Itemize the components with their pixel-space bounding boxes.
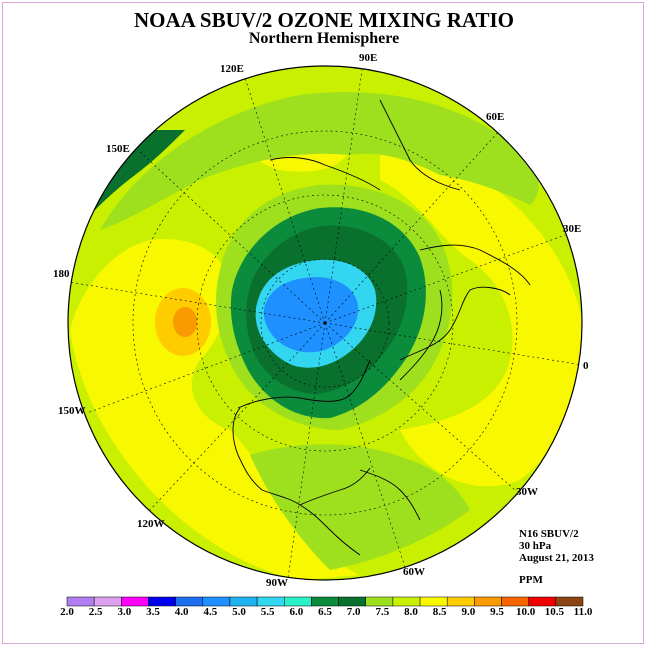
colorbar-swatch (121, 596, 149, 607)
colorbar-swatch (528, 596, 557, 607)
lon-label-60w: 60W (403, 566, 425, 578)
colorbar-tick-label: 3.5 (146, 606, 160, 618)
lon-label-60e: 60E (486, 111, 505, 123)
colorbar-tick-label: 6.0 (289, 606, 304, 618)
colorbar-swatch (311, 596, 339, 607)
colorbar-swatch (419, 596, 448, 607)
chart-subtitle: Northern Hemisphere (248, 30, 400, 47)
colorbar-swatch (446, 596, 475, 607)
info-level: 30 hPa (519, 540, 552, 552)
colorbar-swatch (66, 596, 95, 607)
colorbar-tick-label: 9.0 (461, 606, 476, 618)
coastlines (232, 99, 531, 556)
colorbar-swatch (202, 596, 231, 607)
colorbar-tick-label: 8.5 (432, 606, 447, 618)
colorbar (66, 596, 584, 607)
colorbar-tick-label: 2.0 (60, 606, 74, 618)
lon-label-90w: 90W (266, 577, 288, 589)
info-instrument: N16 SBUV/2 (519, 528, 579, 540)
colorbar-swatch (338, 596, 366, 607)
lon-label-30e: 30E (563, 223, 582, 235)
field-yellow-band (380, 140, 582, 487)
lon-label-150w: 150W (58, 405, 86, 417)
colorbar-tick-label: 4.5 (203, 606, 218, 618)
info-date: August 21, 2013 (519, 552, 594, 564)
colorbar-tick-label: 5.0 (232, 606, 246, 618)
graticule (67, 69, 583, 579)
lon-label-120w: 120W (137, 518, 165, 530)
field-blue (263, 277, 359, 353)
lon-label-0: 0 (583, 360, 589, 372)
lon-label-150e: 150E (106, 143, 130, 155)
colorbar-swatch (256, 596, 285, 607)
colorbar-swatch (229, 596, 258, 607)
colorbar-swatch (93, 596, 122, 607)
field-yellow-band (70, 239, 360, 580)
map-boundary (67, 65, 583, 581)
colorbar-swatch (555, 596, 584, 607)
field-lightgreen (250, 444, 470, 570)
colorbar-swatch (175, 596, 204, 607)
field-darkorange (173, 307, 197, 337)
colorbar-tick-label: 8.0 (404, 606, 418, 618)
colorbar-swatch (148, 596, 176, 607)
colorbar-tick-label: 5.5 (260, 606, 275, 618)
colorbar-tick-label: 6.5 (318, 606, 332, 618)
colorbar-swatch (365, 596, 394, 607)
colorbar-tick-label: 7.5 (375, 606, 390, 618)
colorbar-tick-label: 4.0 (174, 606, 189, 618)
colorbar-tick-label: 2.5 (88, 606, 103, 618)
lon-label-90e: 90E (359, 52, 378, 64)
colorbar-tick-label: 7.0 (346, 606, 361, 618)
colorbar-swatch (392, 596, 421, 607)
colorbar-swatch (474, 596, 502, 607)
colorbar-tick-label: 3.0 (117, 606, 132, 618)
colorbar-tick-label: 10.0 (516, 606, 536, 618)
colorbar-swatch (284, 596, 312, 607)
lon-label-180: 180 (53, 268, 70, 280)
colorbar-tick-label: 9.5 (490, 606, 504, 618)
lon-label-120e: 120E (220, 63, 244, 75)
colorbar-tick-label: 11.0 (573, 606, 593, 618)
field-lightgreen (100, 92, 539, 230)
info-units: PPM (519, 574, 543, 586)
chart-title: NOAA SBUV/2 OZONE MIXING RATIO (134, 8, 514, 32)
colorbar-tick-label: 10.5 (544, 606, 564, 618)
colorbar-swatch (501, 596, 529, 607)
lon-label-30w: 30W (516, 486, 538, 498)
